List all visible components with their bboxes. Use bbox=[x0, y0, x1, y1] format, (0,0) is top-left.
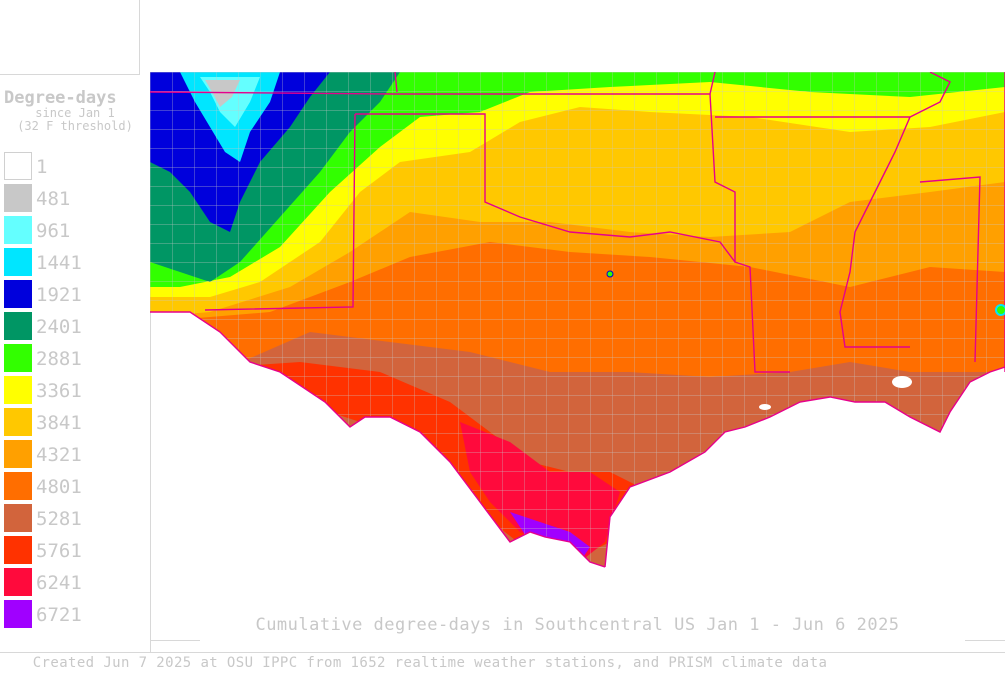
map-canvas bbox=[150, 72, 1005, 568]
legend-label: 1 bbox=[36, 156, 48, 178]
legend-item: 5281 bbox=[4, 504, 150, 532]
legend-item: 6241 bbox=[4, 568, 150, 596]
border-co-ks bbox=[394, 72, 398, 93]
lake-features bbox=[759, 376, 912, 410]
legend-swatch bbox=[4, 472, 32, 500]
legend-subtitle-line-1: since Jan 1 bbox=[35, 106, 115, 120]
frame-legend-top bbox=[0, 74, 140, 75]
legend-label: 4801 bbox=[36, 476, 82, 498]
border-mo-ar bbox=[715, 72, 951, 118]
frame-legend-right bbox=[150, 74, 151, 652]
legend-item: 1441 bbox=[4, 248, 150, 276]
legend-swatch bbox=[4, 216, 32, 244]
legend-item: 5761 bbox=[4, 536, 150, 564]
legend-label: 6721 bbox=[36, 604, 82, 626]
legend-subtitle: since Jan 1 (32 F threshold) bbox=[0, 107, 150, 133]
county-lines bbox=[150, 72, 1005, 567]
border-nm-tx bbox=[204, 113, 356, 311]
legend-label: 5281 bbox=[36, 508, 82, 530]
legend-swatch bbox=[4, 248, 32, 276]
legend-swatch bbox=[4, 440, 32, 468]
legend-item: 1921 bbox=[4, 280, 150, 308]
legend-label: 2401 bbox=[36, 316, 82, 338]
legend-label: 4321 bbox=[36, 444, 82, 466]
legend-swatch bbox=[4, 312, 32, 340]
legend-item: 4321 bbox=[4, 440, 150, 468]
station-anomaly-marker-east bbox=[995, 304, 1005, 316]
legend-item: 961 bbox=[4, 216, 150, 244]
frame-top-left-vertical bbox=[139, 0, 140, 74]
legend-swatch bbox=[4, 376, 32, 404]
legend-item: 2401 bbox=[4, 312, 150, 340]
legend-swatch bbox=[4, 568, 32, 596]
legend-label: 6241 bbox=[36, 572, 82, 594]
frame-title-underline bbox=[150, 640, 200, 641]
lake-calcasieu bbox=[759, 404, 771, 410]
map-title: Cumulative degree-days in Southcentral U… bbox=[255, 615, 900, 635]
legend-label: 481 bbox=[36, 188, 71, 210]
state-borders bbox=[150, 72, 1005, 373]
legend-swatch bbox=[4, 600, 32, 628]
legend-label: 1441 bbox=[36, 252, 82, 274]
border-rio-grande bbox=[150, 311, 606, 568]
temperature-field bbox=[150, 72, 1005, 567]
border-ok-tx bbox=[355, 113, 736, 263]
footer-credit: Created Jun 7 2025 at OSU IPPC from 1652… bbox=[32, 655, 828, 671]
coastline-gulf bbox=[604, 366, 1005, 568]
legend-label: 961 bbox=[36, 220, 71, 242]
frame-bottom bbox=[0, 652, 1005, 653]
border-ar-la bbox=[709, 93, 790, 373]
legend-swatch bbox=[4, 504, 32, 532]
coastline bbox=[150, 311, 1005, 568]
legend-label: 3361 bbox=[36, 380, 82, 402]
legend-label: 2881 bbox=[36, 348, 82, 370]
legend-item: 3841 bbox=[4, 408, 150, 436]
border-mississippi-river bbox=[839, 116, 911, 348]
legend-item: 3361 bbox=[4, 376, 150, 404]
legend-swatch bbox=[4, 408, 32, 436]
legend-swatch bbox=[4, 280, 32, 308]
legend-item: 2881 bbox=[4, 344, 150, 372]
border-ms-al bbox=[919, 176, 981, 363]
legend-swatch bbox=[4, 152, 32, 180]
legend-swatch bbox=[4, 536, 32, 564]
legend-label: 5761 bbox=[36, 540, 82, 562]
legend-swatch bbox=[4, 184, 32, 212]
legend-label: 3841 bbox=[36, 412, 82, 434]
legend-item: 4801 bbox=[4, 472, 150, 500]
legend-item: 1 bbox=[4, 152, 150, 180]
legend-panel: Degree-days since Jan 1 (32 F threshold)… bbox=[0, 74, 150, 652]
legend-item: 6721 bbox=[4, 600, 150, 628]
station-anomaly-marker bbox=[606, 270, 614, 278]
lake-pontchartrain bbox=[892, 376, 912, 388]
legend-swatch bbox=[4, 344, 32, 372]
legend-subtitle-line-2: (32 F threshold) bbox=[17, 119, 133, 133]
legend-title: Degree-days bbox=[4, 88, 117, 108]
border-ks-ok-north bbox=[150, 72, 716, 95]
legend-item: 481 bbox=[4, 184, 150, 212]
map-area bbox=[150, 72, 1005, 572]
frame-title-underline-right bbox=[965, 640, 1005, 641]
legend-label: 1921 bbox=[36, 284, 82, 306]
